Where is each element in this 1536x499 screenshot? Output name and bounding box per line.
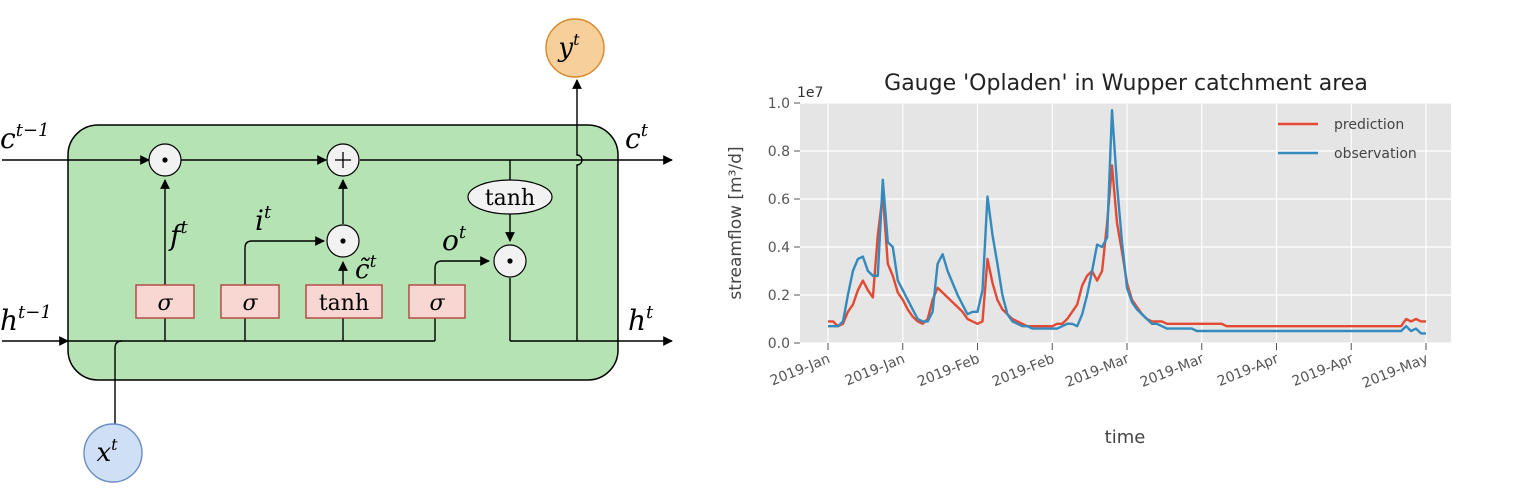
y-axis-label: streamflow [m³/d] [726,146,746,299]
y-tick-label: 0.2 [768,288,790,304]
cell-add-node [326,143,360,177]
x-tick-label: 2019-Feb [915,351,982,390]
y-output-node [545,18,605,78]
output-multiply-node [493,244,527,278]
y-output-line [572,79,583,341]
o-label: ot [442,222,467,257]
x-label: xt [96,435,118,468]
tanh-node-label: tanh [485,186,535,211]
y-tick-label: 0.0 [768,336,790,352]
forget-gate-label: σ [157,291,173,316]
plot-area [800,103,1451,343]
legend-label-observation: observation [1334,146,1417,162]
x-input-node [83,423,143,483]
input-gate-box [220,284,280,319]
h-out-label: ht [628,302,654,337]
c-out-label: ct [625,120,649,155]
x-tick-label: 2019-Mar [1063,351,1131,391]
gate-boxes: σ σ tanh σ [135,284,466,319]
input-multiply-node [326,224,360,258]
streamflow-chart: Gauge 'Opladen' in Wupper catchment area… [726,71,1451,448]
h-prev-label: ht−1 [0,302,52,337]
candidate-box [305,284,383,319]
x-tick-label: 2019-Jan [843,351,907,389]
output-gate-box [408,284,466,319]
y-tick-label: 1.0 [768,96,790,112]
x-tick-label: 2019-May [1360,351,1431,392]
forget-multiply-node [148,143,182,177]
y-label: yt [557,30,580,63]
chart-title: Gauge 'Opladen' in Wupper catchment area [884,71,1368,96]
c-prev-label: ct−1 [0,120,49,155]
x-tick-label: 2019-Apr [1215,351,1281,390]
output-gate-label: σ [429,291,445,316]
x-tick-label: 2019-Apr [1290,351,1356,390]
tanh-node [467,179,553,215]
output-gate-to-mul [434,256,490,285]
y-tick-label: 0.8 [768,144,790,160]
x-tick-label: 2019-Feb [990,351,1057,390]
y-tick-label: 0.6 [768,192,790,208]
input-to-mul [244,236,325,285]
series-lines [828,108,1426,335]
y-tick-label: 0.4 [768,240,790,256]
lstm-cell-diagram: tanh σ σ tanh σ yt xt ct−1 ht−1 ct ht ft… [0,18,673,483]
x-input-line [114,340,123,425]
y-ticks: 0.0 0.2 0.4 0.6 0.8 1.0 [768,96,800,352]
x-ticks: 2019-Jan 2019-Jan 2019-Feb 2019-Feb 2019-Mar… [768,343,1430,392]
offset-label: 1e7 [797,85,823,101]
grid [800,102,1451,344]
x-tick-label: 2019-Mar [1138,351,1206,391]
x-tick-label: 2019-Jan [768,351,832,389]
input-gate-label: σ [242,291,258,316]
candidate-label: tanh [319,291,369,316]
forget-gate-box [135,284,195,319]
legend-label-prediction: prediction [1334,117,1404,133]
legend: prediction observation [1278,117,1417,162]
c-tilde-label: c̃t [355,252,377,285]
i-label: it [255,202,272,237]
series-line-observation [828,108,1426,335]
x-axis-label: time [1105,427,1146,448]
